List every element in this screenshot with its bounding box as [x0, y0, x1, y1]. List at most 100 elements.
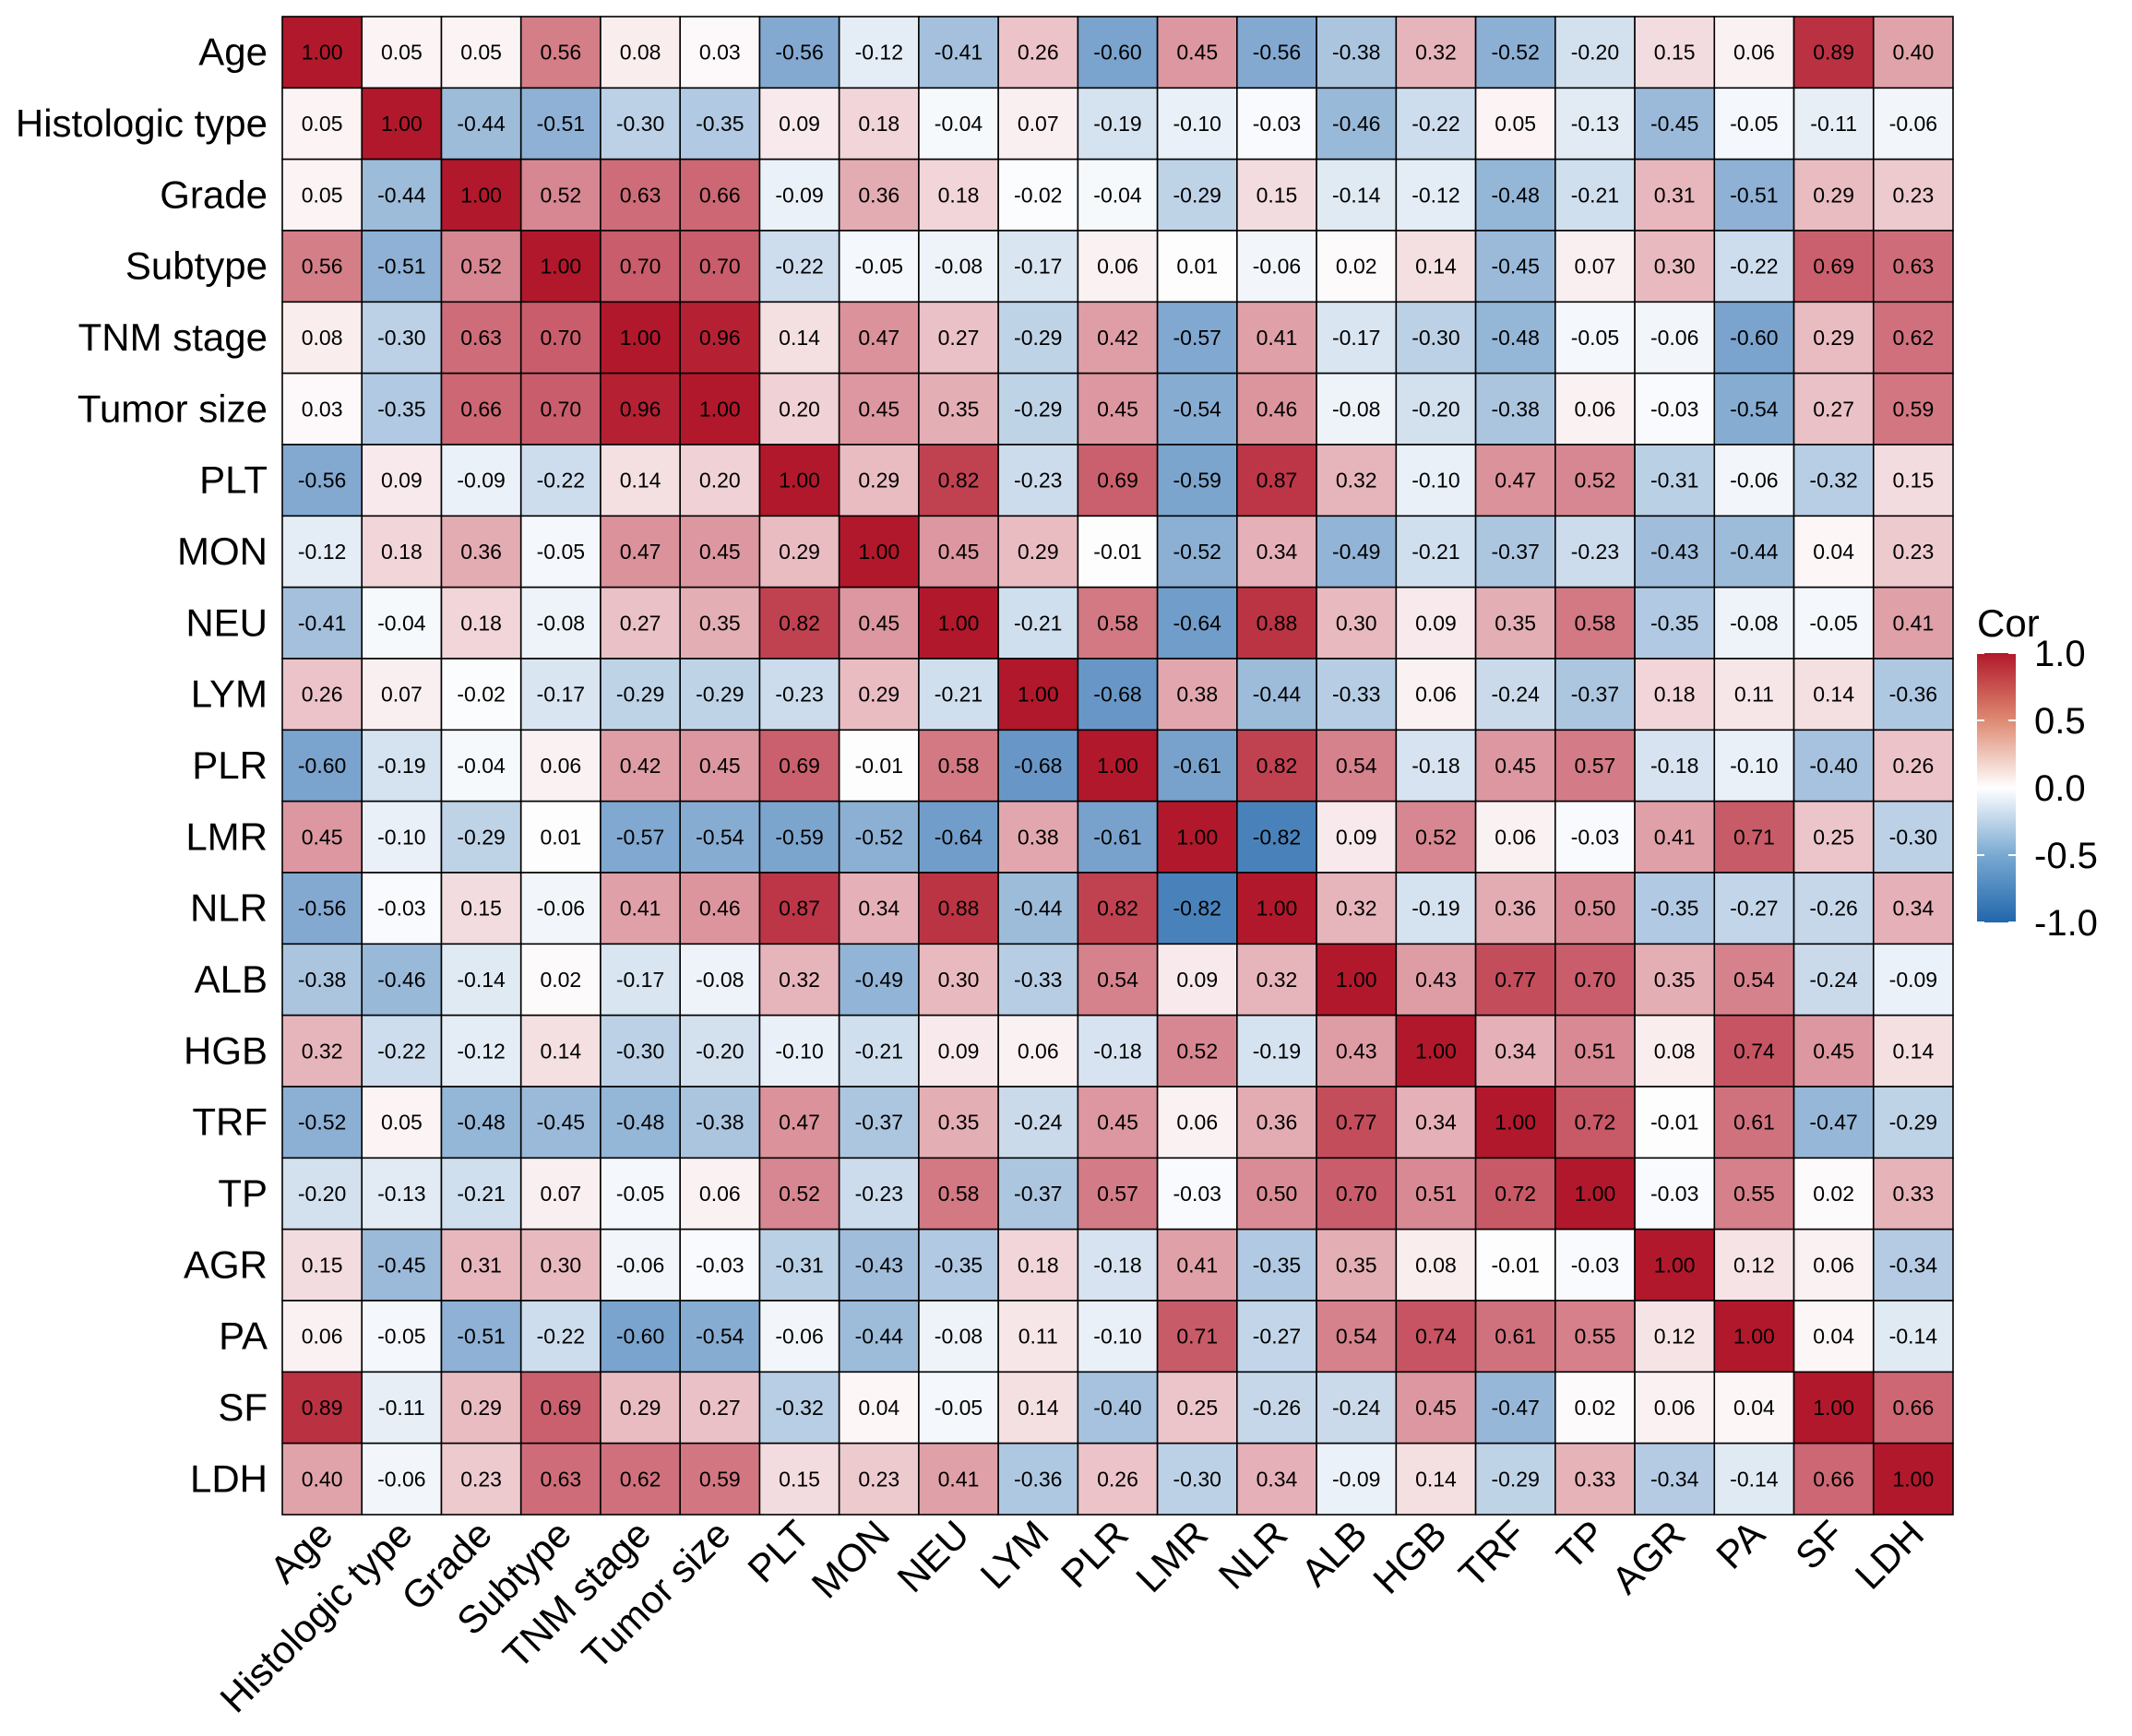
- heatmap-cell: [361, 444, 443, 517]
- cell-value-label: 0.46: [699, 897, 741, 921]
- heatmap-cell: [361, 372, 443, 446]
- cell-value-label: 0.47: [858, 326, 899, 350]
- heatmap-cell: [1634, 1014, 1716, 1088]
- heatmap-cell: [997, 1442, 1079, 1516]
- heatmap-cell: [758, 1442, 840, 1516]
- heatmap-cell: [1872, 943, 1954, 1017]
- cell-value-label: 0.14: [1018, 1396, 1059, 1420]
- heatmap-cell: [519, 230, 601, 303]
- heatmap-cell: [1554, 1371, 1636, 1445]
- cell-value-label: -0.22: [1411, 112, 1459, 136]
- heatmap-cell: [1872, 444, 1954, 517]
- heatmap-cell: [361, 1300, 443, 1373]
- cell-value-label: 0.11: [1018, 1325, 1058, 1349]
- heatmap-cell: [1634, 1086, 1716, 1159]
- cell-value-label: -0.49: [855, 968, 903, 992]
- heatmap-cell: [1474, 87, 1556, 161]
- cell-value-label: -0.33: [1332, 683, 1380, 707]
- heatmap-cell: [1474, 943, 1556, 1017]
- heatmap-cell: [1156, 872, 1238, 945]
- legend-ticks: 1.0 0.5 0.0 -0.5 -1.0: [1977, 634, 2098, 944]
- cell-value-label: 0.06: [1415, 683, 1457, 707]
- cell-value-label: -0.21: [935, 683, 983, 707]
- cell-value-label: 0.23: [1892, 183, 1934, 207]
- cell-value-label: -0.20: [1571, 41, 1619, 65]
- cell-value-label: 0.32: [1336, 469, 1377, 493]
- cell-value-label: 1.00: [1892, 1467, 1934, 1491]
- heatmap-cell: [758, 872, 840, 945]
- heatmap-cell: [361, 1014, 443, 1088]
- cell-value-label: -0.17: [1014, 255, 1062, 279]
- cell-value-label: -0.29: [1173, 183, 1221, 207]
- cell-value-label: 0.34: [1257, 540, 1298, 564]
- cell-value-label: 0.45: [302, 825, 343, 849]
- heatmap-cell: [1156, 1228, 1238, 1302]
- heatmap-cell: [1713, 658, 1795, 731]
- heatmap-cell: [361, 1442, 443, 1516]
- heatmap-cell: [1713, 800, 1795, 874]
- cell-value-label: 0.43: [1336, 1039, 1377, 1063]
- cell-value-label: 0.38: [1176, 683, 1218, 707]
- heatmap-cell: [1395, 586, 1477, 660]
- heatmap-cell: [1316, 301, 1398, 375]
- cell-value-label: 0.08: [1415, 1253, 1457, 1277]
- cell-value-label: -0.44: [377, 183, 426, 207]
- cell-value-label: -0.10: [1173, 112, 1221, 136]
- cell-value-label: -0.52: [1173, 540, 1221, 564]
- cell-value-label: -0.05: [1809, 611, 1857, 635]
- cell-value-label: 0.41: [1257, 326, 1298, 350]
- cell-value-label: 0.18: [938, 183, 980, 207]
- heatmap-cell: [838, 658, 920, 731]
- heatmap-cell: [361, 729, 443, 803]
- cell-value-label: -0.32: [775, 1396, 823, 1420]
- heatmap-cell: [1236, 230, 1317, 303]
- cell-value-label: -0.06: [775, 1325, 823, 1349]
- cell-value-label: 0.47: [1495, 469, 1536, 493]
- heatmap-cell: [1713, 586, 1795, 660]
- cell-value-label: -0.32: [1809, 469, 1857, 493]
- cell-value-label: 0.58: [1097, 611, 1138, 635]
- heatmap-cell: [1316, 158, 1398, 232]
- heatmap-cell: [1156, 230, 1238, 303]
- cell-value-label: -0.48: [1491, 183, 1539, 207]
- heatmap-cell: [440, 1442, 522, 1516]
- heatmap-cell: [1872, 515, 1954, 589]
- heatmap-cell: [1474, 1442, 1556, 1516]
- cell-value-label: 0.33: [1892, 1182, 1934, 1206]
- heatmap-cell: [1474, 372, 1556, 446]
- cell-value-label: -0.03: [1571, 825, 1619, 849]
- cell-value-label: -0.10: [377, 825, 425, 849]
- cell-value-label: -0.09: [1332, 1467, 1380, 1491]
- cell-value-label: 0.46: [1257, 397, 1298, 421]
- heatmap-cell: [997, 586, 1079, 660]
- cell-value-label: 1.00: [1654, 1253, 1696, 1277]
- cell-value-label: -0.60: [616, 1325, 664, 1349]
- cell-value-label: -0.14: [457, 968, 506, 992]
- heatmap-cell: [1793, 1086, 1875, 1159]
- row-label: HGB: [184, 1029, 268, 1072]
- heatmap-cell: [1077, 301, 1159, 375]
- heatmap-cell: [1872, 729, 1954, 803]
- cell-value-label: 0.06: [1018, 1039, 1059, 1063]
- heatmap-cell: [838, 729, 920, 803]
- cell-value-label: -0.35: [377, 397, 425, 421]
- cell-value-label: -0.04: [1093, 183, 1142, 207]
- heatmap-cell: [758, 515, 840, 589]
- cell-value-label: 0.03: [302, 397, 343, 421]
- heatmap-cell: [1395, 515, 1477, 589]
- heatmap-cell: [838, 800, 920, 874]
- heatmap-cell: [600, 444, 681, 517]
- cell-value-label: 0.04: [1813, 1325, 1854, 1349]
- heatmap-cell: [1872, 1371, 1954, 1445]
- cell-value-label: -0.52: [298, 1111, 346, 1135]
- heatmap-cell: [1156, 444, 1238, 517]
- cell-value-label: -0.60: [298, 754, 346, 778]
- heatmap-cell: [440, 372, 522, 446]
- heatmap-cell: [519, 301, 601, 375]
- cell-value-label: -0.82: [1173, 897, 1221, 921]
- cell-value-label: -0.36: [1014, 1467, 1062, 1491]
- cell-value-label: 0.36: [1257, 1111, 1298, 1135]
- cell-value-label: 0.18: [1018, 1253, 1059, 1277]
- cell-value-label: -0.51: [1730, 183, 1778, 207]
- cell-value-label: 0.38: [1018, 825, 1059, 849]
